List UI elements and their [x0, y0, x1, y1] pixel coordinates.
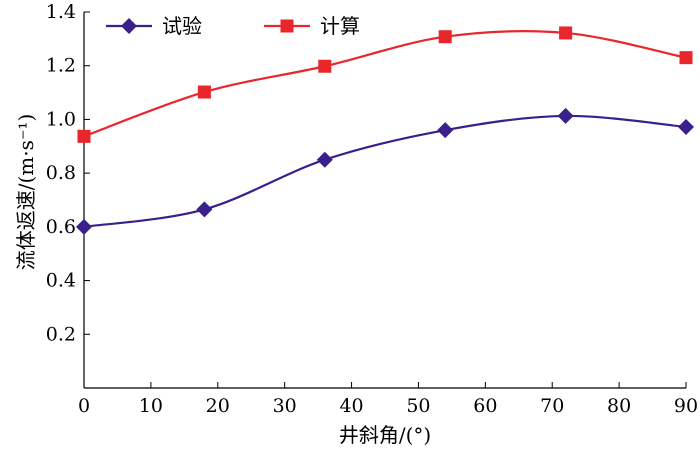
legend: 试验 计算: [106, 14, 360, 38]
y-tick-label: 0.2: [46, 323, 76, 345]
data-point-experiment: [557, 107, 574, 124]
y-axis-label: 流体返速/(m·s⁻¹): [14, 114, 38, 271]
data-point-experiment: [196, 201, 213, 218]
legend-item-experiment: 试验: [106, 14, 202, 38]
data-point-experiment: [316, 151, 333, 168]
legend-marker: [121, 18, 137, 34]
y-tick-label: 0.6: [46, 216, 76, 238]
legend-label: 试验: [162, 14, 202, 38]
x-tick-label: 90: [674, 395, 698, 417]
legend-label: 计算: [320, 14, 360, 38]
data-point-calculated: [679, 51, 693, 65]
x-tick-label: 10: [139, 395, 163, 417]
data-point-experiment: [76, 218, 92, 235]
legend-marker: [280, 19, 294, 33]
axes: 0 10 20 30 40 50 60 70 80 90 0.2 0.4 0.6 0.8 1.0 1.2 1.4: [46, 1, 698, 417]
x-tick-label: 20: [206, 395, 230, 417]
legend-item-calculated: 计算: [264, 14, 360, 38]
x-tick-label: 0: [78, 395, 90, 417]
series-layer: [76, 26, 694, 235]
y-tick-label: 1.2: [46, 55, 76, 77]
y-tick-label: 1.0: [46, 108, 76, 130]
y-tick-label: 0.8: [46, 162, 76, 184]
x-tick-label: 80: [607, 395, 631, 417]
series-line-calculated: [83, 30, 687, 138]
data-point-calculated: [77, 129, 91, 143]
data-point-calculated: [559, 26, 573, 40]
data-point-experiment: [678, 118, 694, 135]
x-tick-label: 70: [540, 395, 564, 417]
data-point-calculated: [197, 85, 211, 99]
series-experiment: [76, 107, 694, 235]
data-point-experiment: [437, 122, 454, 139]
data-point-calculated: [438, 30, 452, 44]
x-tick-label: 60: [473, 395, 497, 417]
x-axis-label: 井斜角/(°): [339, 423, 431, 447]
series-calculated: [77, 26, 693, 143]
x-tick-label: 50: [406, 395, 430, 417]
series-line-experiment: [83, 114, 687, 228]
data-point-calculated: [318, 59, 332, 73]
y-tick-label: 1.4: [46, 1, 76, 23]
y-tick-label: 0.4: [46, 270, 76, 292]
x-tick-label: 30: [273, 395, 297, 417]
x-tick-label: 40: [339, 395, 363, 417]
